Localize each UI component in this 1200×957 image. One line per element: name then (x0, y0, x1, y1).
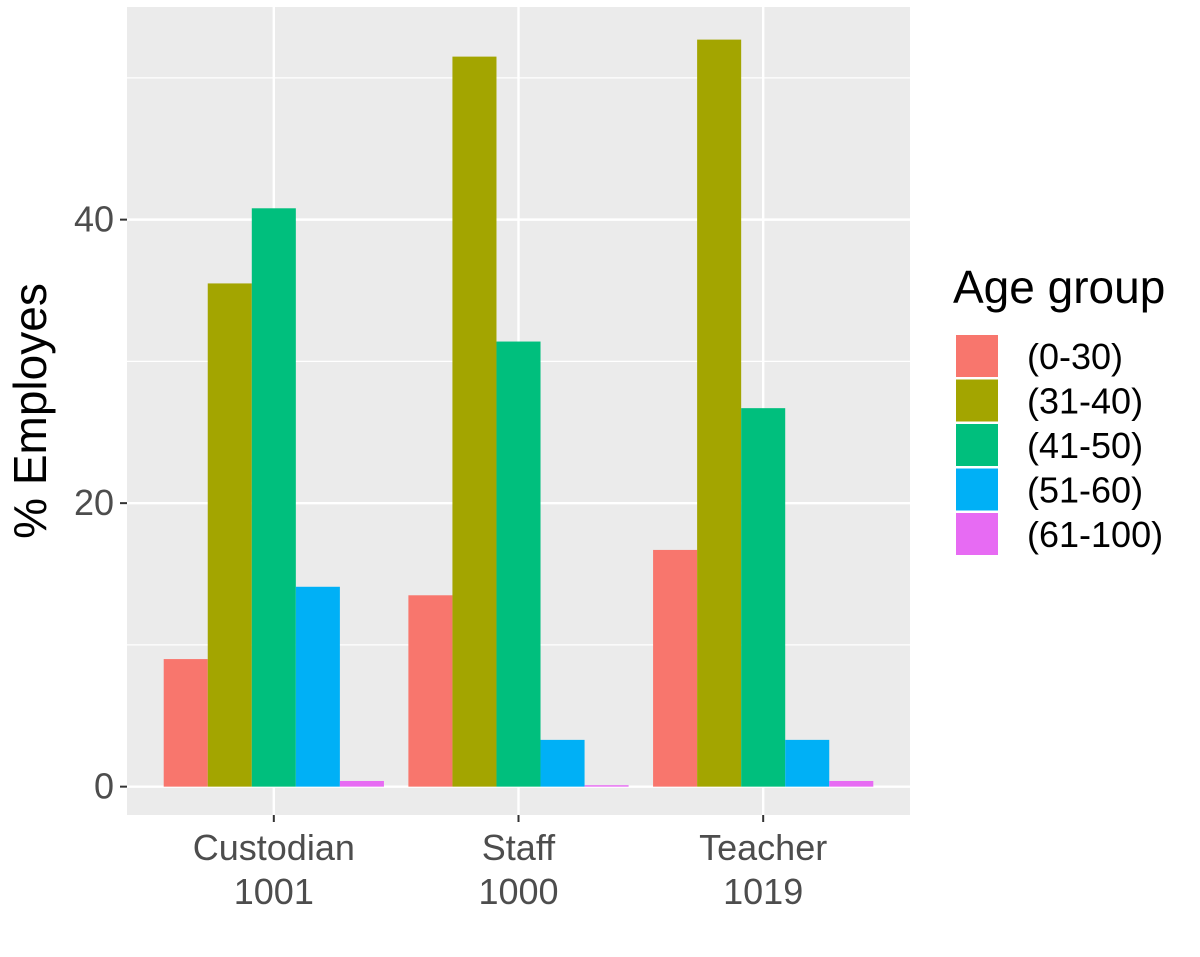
bar-staff-5 (584, 785, 629, 787)
bar-custodian-3 (251, 208, 296, 787)
x-tick-label-name: Custodian (193, 827, 355, 868)
bar-staff-1 (408, 595, 453, 787)
legend-key-3 (956, 424, 998, 466)
legend-label-3: (41-50) (1027, 425, 1143, 466)
legend-key-1 (956, 335, 998, 377)
legend-key-4 (956, 468, 998, 511)
x-tick-label-count: 1000 (478, 871, 558, 912)
bar-custodian-1 (163, 659, 208, 787)
bar-staff-2 (452, 56, 497, 787)
bar-staff-3 (496, 341, 541, 787)
x-tick-label-name: Teacher (699, 827, 827, 868)
x-tick-label-name: Staff (482, 827, 556, 868)
legend-key-2 (956, 379, 998, 422)
legend-title: Age group (953, 261, 1165, 313)
bars (163, 39, 874, 787)
bar-staff-4 (540, 739, 585, 787)
y-axis: 0 20 40 (74, 199, 127, 807)
bar-teacher-2 (697, 39, 742, 787)
bar-custodian-2 (207, 283, 252, 787)
x-tick-label-count: 1019 (723, 871, 803, 912)
legend-label-4: (51-60) (1027, 470, 1143, 511)
y-axis-label: % Employes (4, 283, 56, 539)
bar-teacher-1 (653, 549, 698, 787)
legend-key-5 (956, 513, 998, 555)
bar-teacher-4 (785, 739, 830, 787)
legend-label-5: (61-100) (1027, 514, 1163, 555)
legend-label-1: (0-30) (1027, 336, 1123, 377)
bar-custodian-5 (339, 780, 384, 787)
bar-teacher-5 (829, 780, 874, 787)
bar-custodian-4 (295, 586, 340, 787)
legend-label-2: (31-40) (1027, 381, 1143, 422)
bar-teacher-3 (741, 408, 786, 787)
y-tick-label: 20 (74, 482, 114, 523)
x-tick-label-count: 1001 (234, 871, 314, 912)
y-tick-label: 40 (74, 199, 114, 240)
legend: Age group (0-30)(31-40)(41-50)(51-60)(61… (953, 261, 1165, 555)
y-tick-label: 0 (94, 766, 114, 807)
